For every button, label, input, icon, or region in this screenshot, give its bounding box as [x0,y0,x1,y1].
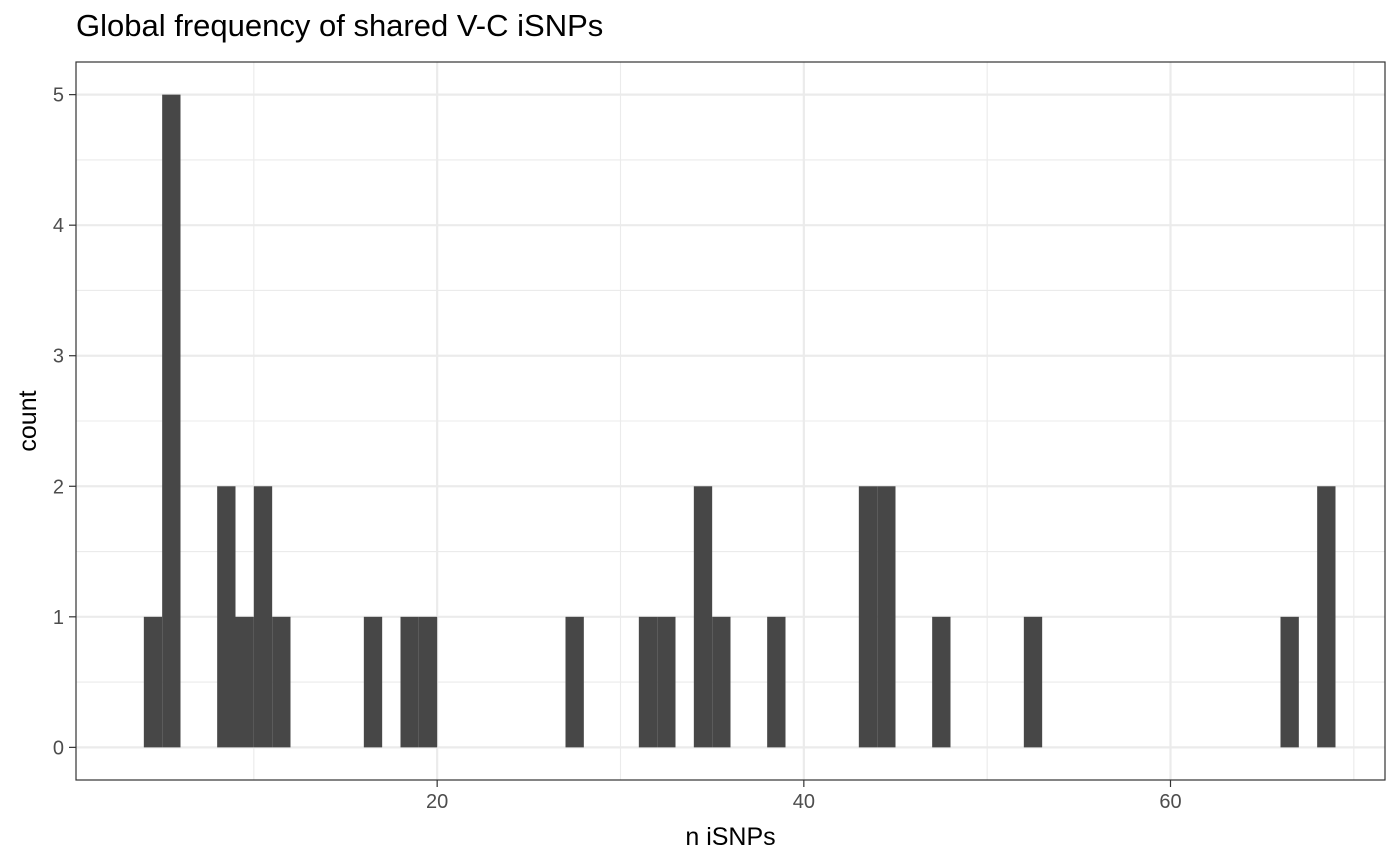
histogram-bar [363,616,383,748]
histogram-bar [1023,616,1043,748]
y-axis-title: count [14,390,42,451]
panel-border [75,61,1386,781]
histogram-bar [1280,616,1299,748]
histogram-bar [877,486,896,748]
histogram-bar [162,94,181,748]
y-tick-label: 5 [53,85,64,107]
histogram-bar [1317,486,1336,748]
histogram-bar [712,616,731,748]
histogram-bar [565,616,584,748]
major-gridlines [76,62,1385,780]
x-tick-label: 60 [1159,791,1181,813]
histogram-bar [657,616,676,748]
x-axis-title: n iSNPs [685,823,775,851]
histogram-bar [143,616,163,748]
histogram-bars [143,94,1336,748]
histogram-bar [767,616,786,748]
y-tick-label: 3 [53,346,64,368]
histogram-bar [217,486,236,748]
x-tick-label: 40 [793,791,815,813]
histogram-bar [400,616,419,748]
x-axis-ticks: 20 40 60 [426,780,1182,813]
histogram-bar [253,486,273,748]
histogram-bar [858,486,878,748]
histogram-bar [272,616,291,748]
histogram-bar [932,616,951,748]
histogram-bar [418,616,438,748]
minor-gridlines [76,62,1385,780]
y-tick-label: 1 [53,607,64,629]
chart-title: Global frequency of shared V-C iSNPs [76,8,604,43]
y-tick-label: 2 [53,476,64,498]
x-tick-label: 20 [426,791,448,813]
histogram-bar [693,486,713,748]
histogram-bar [235,616,254,748]
y-axis-ticks: 0 1 2 3 4 5 [53,85,76,759]
y-tick-label: 4 [53,215,64,237]
histogram-bar [638,616,658,748]
y-tick-label: 0 [53,737,64,759]
